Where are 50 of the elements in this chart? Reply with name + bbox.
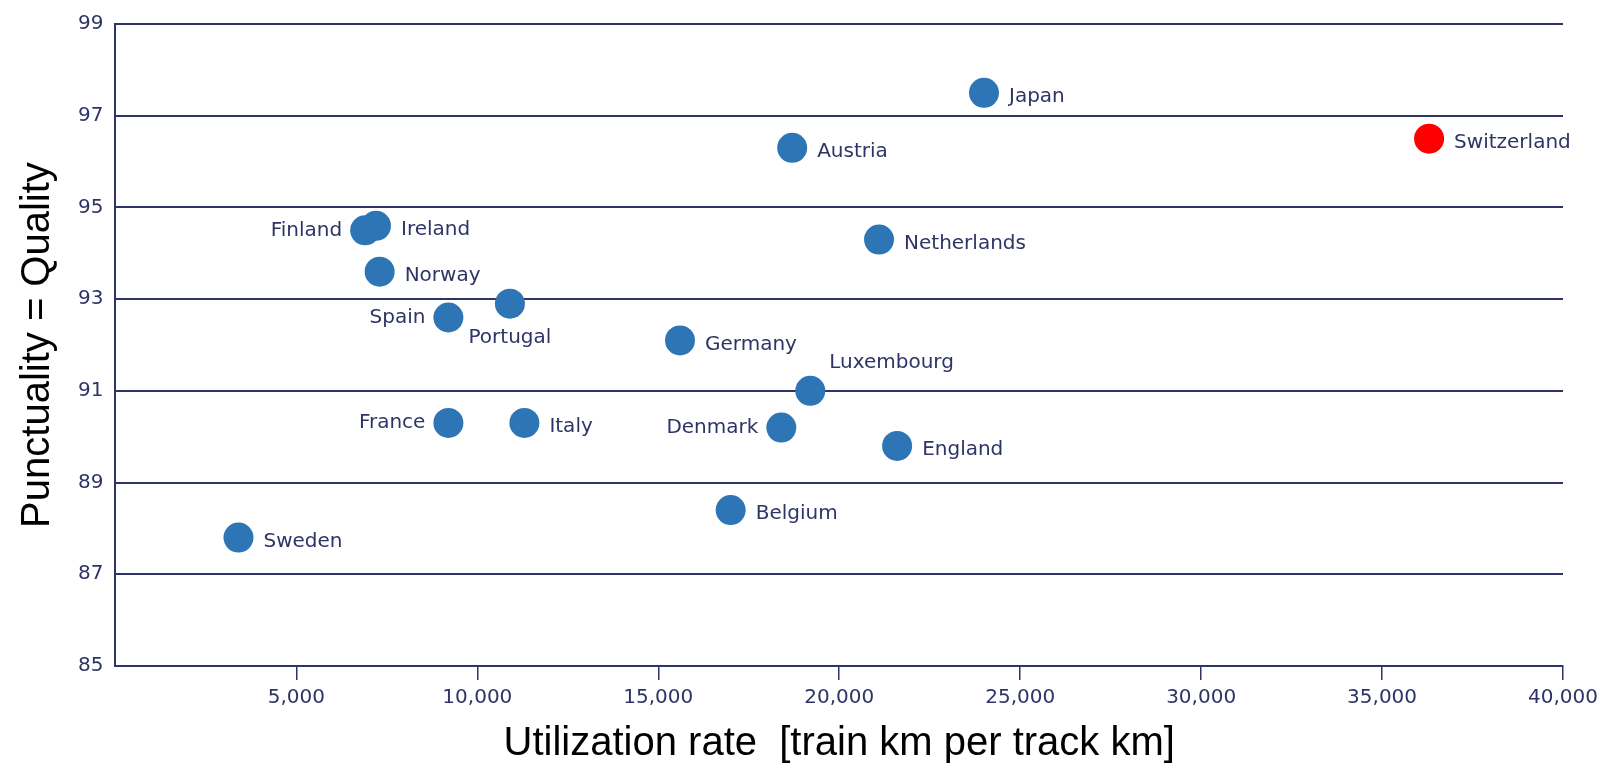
point	[795, 375, 826, 406]
annotation: Sweden	[263, 527, 343, 552]
x-tick-label: 15,000	[623, 684, 694, 709]
point	[433, 407, 464, 438]
x-tick-label: 5,000	[267, 684, 326, 709]
x-tick-label: 25,000	[985, 684, 1056, 709]
x-axis-title: Utilization rate [train km per track km]	[503, 719, 1175, 764]
annotation: Spain	[369, 303, 426, 328]
y-tick-label: 91	[78, 377, 104, 402]
point	[715, 495, 746, 526]
y-tick-label: 85	[78, 652, 104, 677]
point	[364, 256, 395, 287]
annotation: Italy	[549, 413, 593, 438]
x-tick-label: 35,000	[1347, 684, 1418, 709]
y-tick-label: 87	[78, 560, 104, 585]
annotation: Portugal	[468, 323, 552, 348]
x-tick-label: 30,000	[1166, 684, 1237, 709]
annotation: Norway	[404, 261, 481, 286]
point	[882, 430, 913, 461]
annotation: Austria	[817, 138, 888, 163]
y-tick-label: 93	[78, 285, 104, 310]
annotation: Germany	[704, 330, 798, 355]
point	[864, 224, 895, 255]
y-axis-title: Punctuality = Quality	[13, 162, 58, 528]
point	[223, 522, 254, 553]
point	[433, 302, 464, 333]
y-tick-label: 89	[78, 468, 104, 493]
point	[766, 412, 797, 443]
annotation: France	[358, 409, 426, 434]
point	[664, 325, 695, 356]
y-tick-label: 97	[78, 101, 104, 126]
point	[509, 407, 540, 438]
annotation: Ireland	[401, 215, 471, 240]
y-tick-label: 99	[78, 10, 104, 35]
annotation: Luxembourg	[829, 349, 954, 374]
point	[1414, 123, 1445, 154]
point	[494, 288, 525, 319]
annotation: Denmark	[666, 413, 759, 438]
annotation: Switzerland	[1454, 128, 1571, 153]
point	[777, 132, 808, 163]
annotation: Japan	[1006, 82, 1065, 107]
x-tick-label: 40,000	[1528, 684, 1598, 709]
annotation: Finland	[270, 216, 343, 241]
annotation: England	[922, 436, 1004, 461]
annotation: Belgium	[755, 500, 838, 525]
point	[968, 77, 999, 108]
annotation: Netherlands	[904, 229, 1026, 254]
x-tick-label: 10,000	[442, 684, 513, 709]
y-tick-label: 95	[78, 193, 104, 218]
x-tick-label: 20,000	[804, 684, 875, 709]
